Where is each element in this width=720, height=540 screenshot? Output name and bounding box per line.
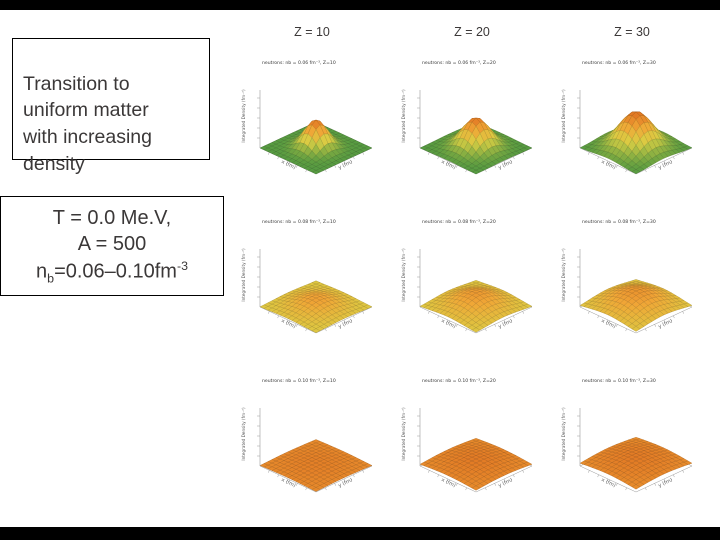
y-axis-label: y (fm) [657, 477, 673, 489]
x-axis-label: x (fm) [600, 159, 616, 171]
surface-plot-svg: neutrons: nb = 0.06 fm⁻³, Z=30 Integrated… [561, 60, 693, 175]
z-axis-label: Integrated Density (fm⁻²) [561, 248, 566, 302]
surface-plot-cell: neutrons: nb = 0.06 fm⁻³, Z=20 Integrated… [396, 54, 548, 206]
plot-title: neutrons: nb = 0.10 fm⁻³, Z=10 [262, 378, 336, 384]
y-axis-label: y (fm) [337, 159, 353, 171]
x-axis-label: x (fm) [600, 318, 616, 330]
density-symbol: n [36, 260, 48, 283]
density-subscript: b [47, 271, 55, 286]
z-axis-label: Integrated Density (fm⁻²) [241, 89, 246, 143]
y-axis-label: y (fm) [497, 159, 513, 171]
surface-plot-svg: neutrons: nb = 0.06 fm⁻³, Z=20 Integrated… [401, 60, 533, 175]
z-axis-label: Integrated Density (fm⁻²) [241, 407, 246, 461]
z-axis-label: Integrated Density (fm⁻²) [561, 89, 566, 143]
plot-grid: neutrons: nb = 0.06 fm⁻³, Z=10 Integrated… [236, 54, 708, 524]
y-axis-label: y (fm) [337, 477, 353, 489]
parameters-box: T = 0.0 Me.V, A = 500 nb=0.06–0.10fm-3 [0, 196, 224, 296]
x-axis-label: x (fm) [440, 159, 456, 171]
letterbox-top [0, 0, 720, 10]
plot-title: neutrons: nb = 0.08 fm⁻³, Z=10 [262, 219, 336, 225]
x-axis-label: x (fm) [600, 477, 616, 489]
z-axis-label: Integrated Density (fm⁻²) [401, 89, 406, 143]
x-axis-label: x (fm) [280, 318, 296, 330]
plot-title: neutrons: nb = 0.08 fm⁻³, Z=20 [422, 219, 496, 225]
surface-plot-svg: neutrons: nb = 0.10 fm⁻³, Z=10 Integrated… [241, 378, 373, 493]
surface-plot-cell: neutrons: nb = 0.08 fm⁻³, Z=30 Integrated… [556, 213, 708, 365]
column-header-z10: Z = 10 [294, 25, 330, 39]
z-axis-label: Integrated Density (fm⁻²) [561, 407, 566, 461]
x-axis-label: x (fm) [280, 477, 296, 489]
y-axis-label: y (fm) [497, 477, 513, 489]
temperature-line: T = 0.0 Me.V, [52, 206, 172, 229]
surface-plot-cell: neutrons: nb = 0.08 fm⁻³, Z=10 Integrated… [236, 213, 388, 365]
x-axis-label: x (fm) [280, 159, 296, 171]
y-axis-label: y (fm) [657, 318, 673, 330]
x-axis-label: x (fm) [440, 477, 456, 489]
surface-plot-cell: neutrons: nb = 0.08 fm⁻³, Z=20 Integrated… [396, 213, 548, 365]
z-axis-label: Integrated Density (fm⁻²) [241, 248, 246, 302]
surface-plot-svg: neutrons: nb = 0.10 fm⁻³, Z=30 Integrated… [561, 378, 693, 493]
plot-title: neutrons: nb = 0.06 fm⁻³, Z=10 [262, 60, 336, 66]
surface-plot-cell: neutrons: nb = 0.10 fm⁻³, Z=10 Integrated… [236, 372, 388, 524]
surface-plot-cell: neutrons: nb = 0.10 fm⁻³, Z=20 Integrated… [396, 372, 548, 524]
density-superscript: -3 [176, 259, 188, 274]
plot-title: neutrons: nb = 0.10 fm⁻³, Z=20 [422, 378, 496, 384]
plot-title: neutrons: nb = 0.06 fm⁻³, Z=20 [422, 60, 496, 66]
slide-title-box: Transition to uniform matter with increa… [12, 38, 210, 175]
surface-plot-svg: neutrons: nb = 0.08 fm⁻³, Z=20 Integrated… [401, 219, 533, 334]
surface-plot-svg: neutrons: nb = 0.06 fm⁻³, Z=10 Integrated… [241, 60, 373, 175]
surface-plot-cell: neutrons: nb = 0.06 fm⁻³, Z=10 Integrated… [236, 54, 388, 206]
z-axis-label: Integrated Density (fm⁻²) [401, 248, 406, 302]
y-axis-label: y (fm) [337, 318, 353, 330]
y-axis-label: y (fm) [497, 318, 513, 330]
letterbox-bottom [0, 527, 720, 540]
density-range-value: =0.06–0.10fm [54, 260, 177, 283]
column-header-z20: Z = 20 [454, 25, 490, 39]
slide-title-text: Transition to uniform matter with increa… [23, 72, 152, 175]
mass-number-line: A = 500 [77, 233, 147, 256]
surface-plot-svg: neutrons: nb = 0.10 fm⁻³, Z=20 Integrated… [401, 378, 533, 493]
y-axis-label: y (fm) [657, 159, 673, 171]
surface-plot-cell: neutrons: nb = 0.06 fm⁻³, Z=30 Integrated… [556, 54, 708, 206]
surface-plot-cell: neutrons: nb = 0.10 fm⁻³, Z=30 Integrated… [556, 372, 708, 524]
x-axis-label: x (fm) [440, 318, 456, 330]
density-range-line: nb=0.06–0.10fm-3 [1, 258, 223, 287]
plot-title: neutrons: nb = 0.08 fm⁻³, Z=30 [582, 219, 656, 225]
surface-plot-svg: neutrons: nb = 0.08 fm⁻³, Z=30 Integrated… [561, 219, 693, 334]
surface-plot-svg: neutrons: nb = 0.08 fm⁻³, Z=10 Integrated… [241, 219, 373, 334]
plot-title: neutrons: nb = 0.06 fm⁻³, Z=30 [582, 60, 656, 66]
column-header-z30: Z = 30 [614, 25, 650, 39]
z-axis-label: Integrated Density (fm⁻²) [401, 407, 406, 461]
plot-title: neutrons: nb = 0.10 fm⁻³, Z=30 [582, 378, 656, 384]
